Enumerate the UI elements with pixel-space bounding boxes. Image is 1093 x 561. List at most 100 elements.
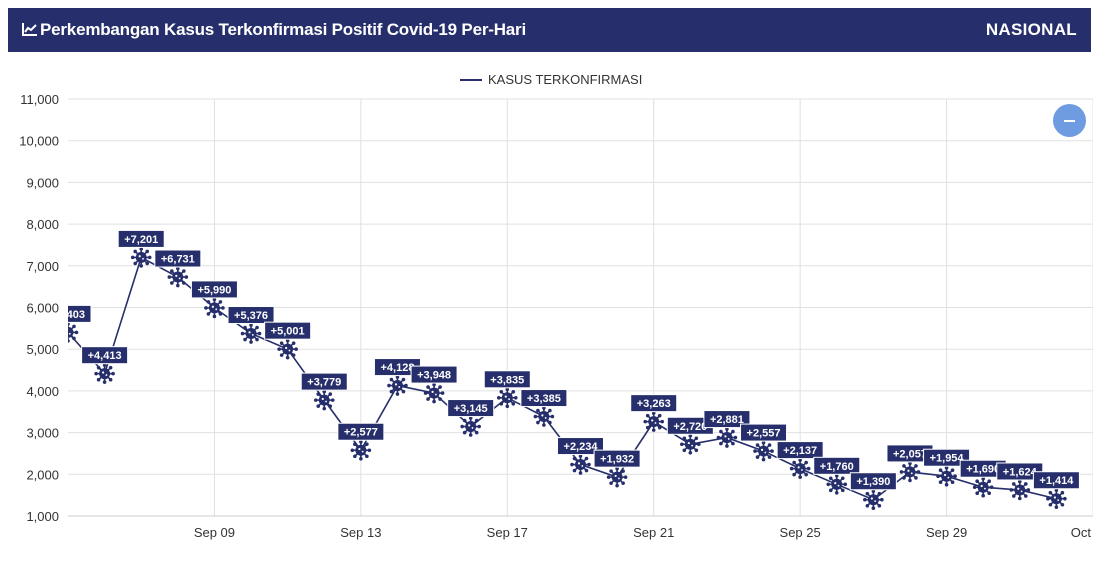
data-label: +4,128 <box>373 358 421 377</box>
virus-icon[interactable] <box>313 389 335 411</box>
virus-icon[interactable] <box>204 297 225 319</box>
data-label-text: +1,760 <box>820 461 854 473</box>
data-label-text: +2,137 <box>783 445 817 457</box>
data-label: +6,731 <box>154 249 202 268</box>
virus-icon[interactable] <box>899 461 921 483</box>
legend-swatch <box>460 78 482 81</box>
data-label: +7,201 <box>117 229 165 248</box>
line-chart-icon <box>22 23 37 36</box>
data-label: +2,557 <box>740 423 788 442</box>
data-label-text: +2,577 <box>344 427 378 439</box>
data-label: +2,057 <box>886 444 934 463</box>
virus-icon[interactable] <box>972 476 994 498</box>
data-label-text: +5,376 <box>234 310 268 322</box>
legend-label: KASUS TERKONFIRMASI <box>488 72 643 87</box>
virus-icon[interactable] <box>387 375 408 396</box>
data-label: +5,376 <box>227 306 275 325</box>
data-label-text: +2,720 <box>673 421 707 433</box>
virus-icon[interactable] <box>94 363 115 384</box>
data-label-text: +2,557 <box>747 428 781 440</box>
y-tick-label: 5,000 <box>26 342 59 357</box>
data-label: +5,990 <box>190 280 238 299</box>
virus-icon[interactable] <box>643 411 665 432</box>
data-label-text: +1,932 <box>600 454 634 466</box>
data-label-text: +1,624 <box>1003 466 1038 478</box>
data-label: +3,385 <box>520 389 568 408</box>
zoom-out-button[interactable] <box>1053 104 1086 137</box>
data-label-text: +5,403 <box>51 309 85 321</box>
data-label: +1,932 <box>593 449 641 468</box>
data-label: +3,779 <box>300 372 348 391</box>
x-tick-label: Sep 17 <box>487 525 528 540</box>
data-label-text: +3,263 <box>637 398 671 410</box>
virus-icon[interactable] <box>863 489 884 511</box>
data-label-text: +1,390 <box>856 476 890 488</box>
data-label: +1,414 <box>1032 471 1080 490</box>
x-tick-label: Sep 13 <box>340 525 381 540</box>
data-label-text: +2,881 <box>710 414 744 426</box>
point-markers <box>58 247 1067 511</box>
data-label-text: +4,413 <box>88 350 122 362</box>
scope-label: NASIONAL <box>985 20 1077 39</box>
x-tick-label: Sep 09 <box>194 525 235 540</box>
y-tick-label: 9,000 <box>26 175 59 190</box>
virus-icon[interactable] <box>680 433 701 455</box>
data-label-text: +3,779 <box>307 377 341 389</box>
data-label: +5,403 <box>51 304 92 323</box>
data-label-text: +2,057 <box>893 448 927 460</box>
virus-icon[interactable] <box>460 416 481 437</box>
data-label-text: +1,690 <box>966 464 1000 476</box>
y-tick-label: 7,000 <box>26 259 59 274</box>
data-label-text: +7,201 <box>124 234 158 246</box>
chart-title: Perkembangan Kasus Terkonfirmasi Positif… <box>40 20 526 39</box>
data-label: +1,390 <box>849 472 897 491</box>
virus-icon[interactable] <box>1046 488 1067 510</box>
y-tick-label: 6,000 <box>26 301 59 316</box>
virus-icon[interactable] <box>58 322 79 343</box>
virus-icon[interactable] <box>533 406 555 427</box>
y-tick-label: 3,000 <box>26 426 59 441</box>
virus-icon[interactable] <box>936 465 957 487</box>
data-label: +1,954 <box>923 448 971 467</box>
data-label: +2,137 <box>776 441 824 460</box>
y-tick-label: 8,000 <box>26 217 59 232</box>
virus-icon[interactable] <box>277 338 298 360</box>
data-label: +1,690 <box>959 459 1007 478</box>
virus-icon[interactable] <box>350 439 372 461</box>
data-label-text: +1,954 <box>930 453 965 465</box>
x-tick-label: Sep 25 <box>780 525 821 540</box>
data-label-text: +2,234 <box>564 441 599 453</box>
virus-icon[interactable] <box>606 466 628 488</box>
virus-icon[interactable] <box>167 266 189 288</box>
data-label: +2,881 <box>703 410 751 429</box>
virus-icon[interactable] <box>789 458 811 479</box>
x-axis: Sep 09 Sep 13 Sep 17 Sep 21 Sep 25 Sep 29 Oct <box>68 515 1093 540</box>
virus-icon[interactable] <box>1009 479 1031 501</box>
data-label-text: +5,990 <box>197 284 231 296</box>
data-label: +3,835 <box>483 370 531 389</box>
y-tick-label: 1,000 <box>26 509 59 524</box>
x-tick-label: Oct <box>1071 525 1092 540</box>
virus-icon[interactable] <box>570 454 591 475</box>
data-label-text: +1,414 <box>1039 475 1074 487</box>
data-label: +1,624 <box>996 462 1044 481</box>
data-label: +2,577 <box>337 422 385 441</box>
virus-icon[interactable] <box>496 387 518 409</box>
virus-icon[interactable] <box>826 474 848 495</box>
x-tick-label: Sep 21 <box>633 525 674 540</box>
y-tick-label: 11,000 <box>20 92 59 107</box>
virus-icon[interactable] <box>716 427 738 448</box>
virus-icon[interactable] <box>753 440 774 462</box>
virus-icon[interactable] <box>240 323 262 344</box>
data-label-text: +3,835 <box>490 374 524 386</box>
data-label-text: +5,001 <box>271 326 305 338</box>
virus-icon[interactable] <box>423 382 445 404</box>
data-label: +2,234 <box>557 437 604 456</box>
y-axis: 1,000 2,000 3,000 4,000 5,000 6,000 7,000 8,000… <box>19 92 59 524</box>
y-tick-label: 2,000 <box>26 467 59 482</box>
data-label: +5,001 <box>264 321 312 340</box>
y-tick-label: 10,000 <box>19 134 59 149</box>
virus-icon[interactable] <box>130 247 152 268</box>
chart-legend[interactable]: KASUS TERKONFIRMASI <box>460 72 642 87</box>
data-label: +3,948 <box>410 365 458 384</box>
